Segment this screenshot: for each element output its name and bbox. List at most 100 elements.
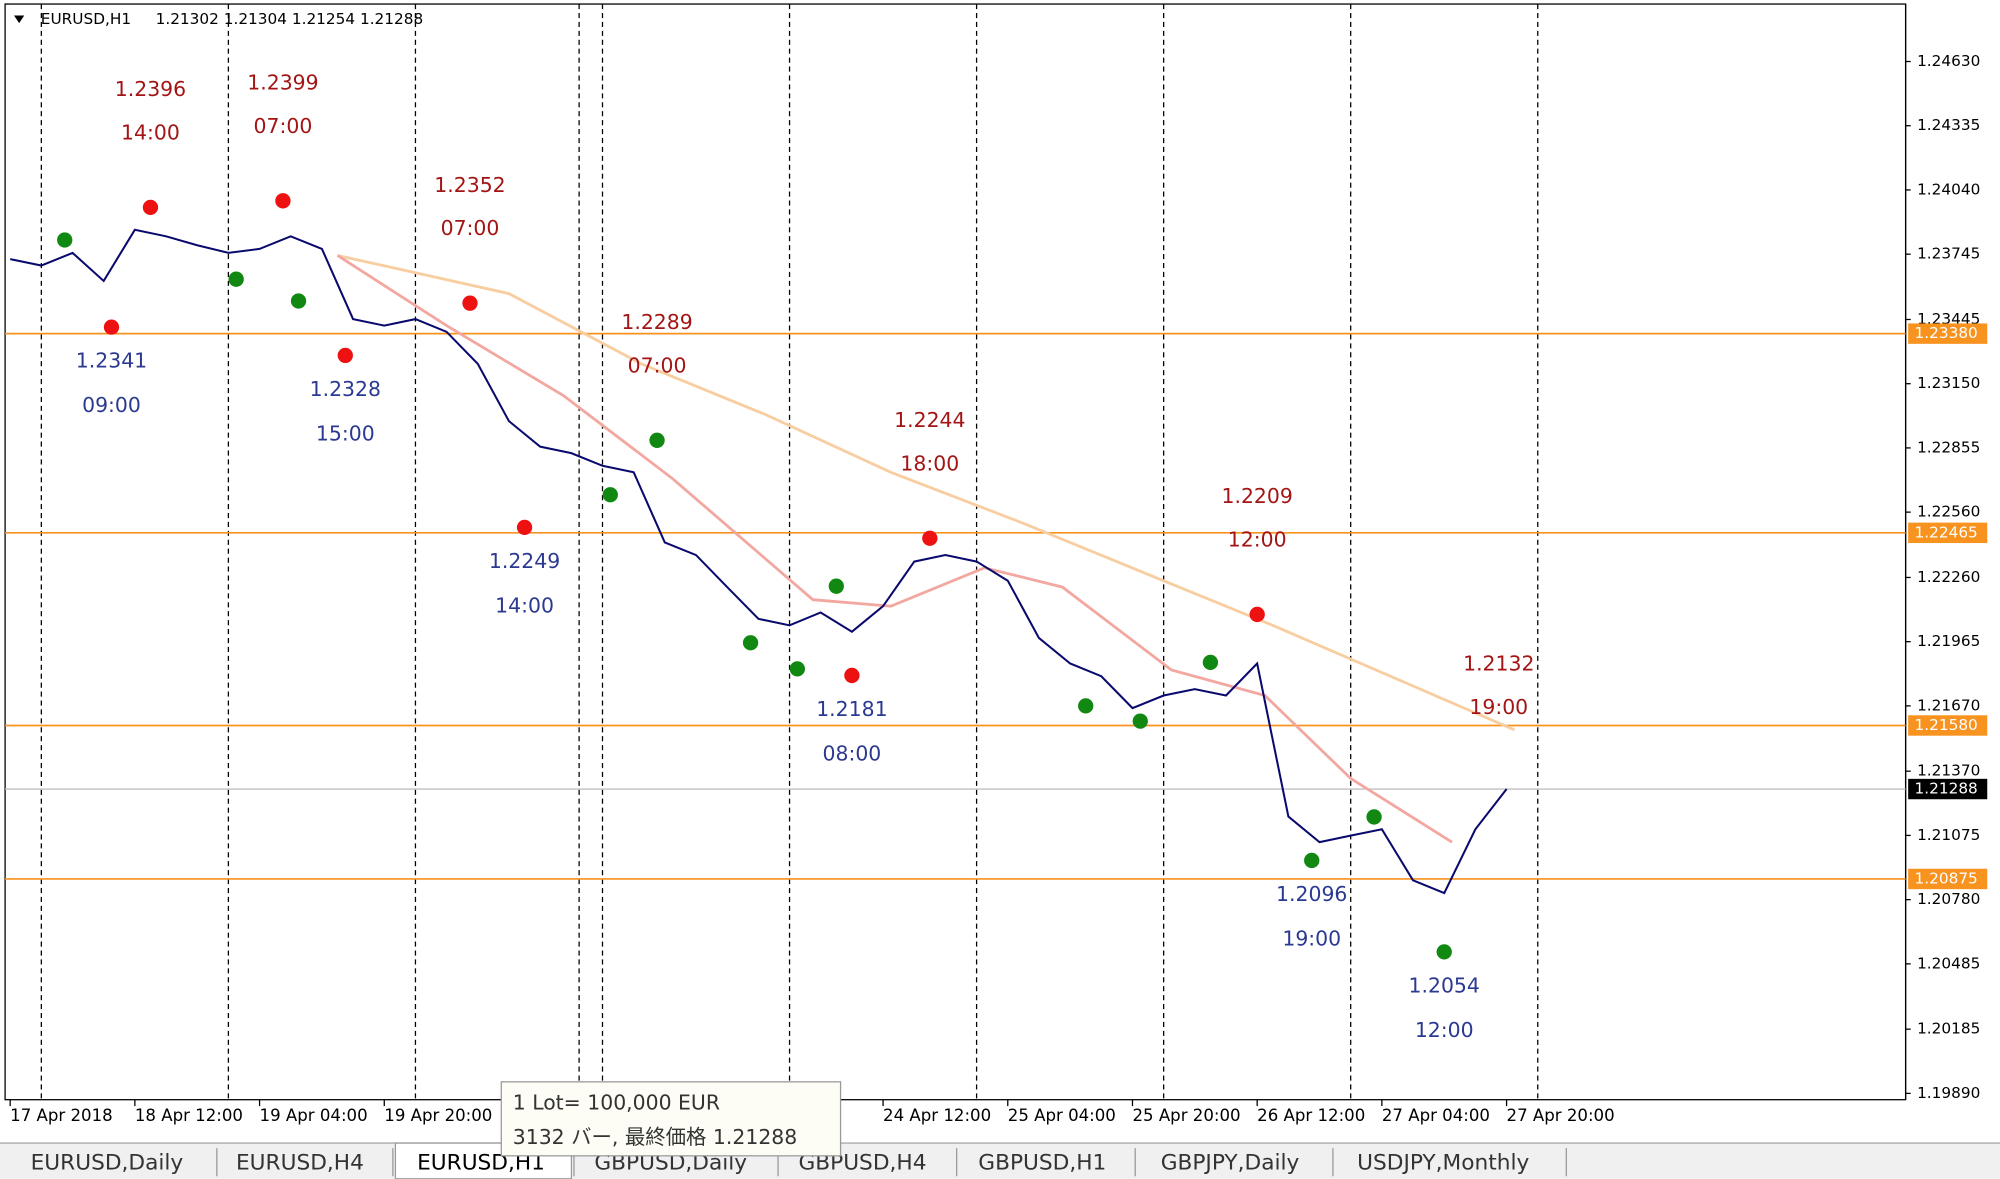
x-tick-label: 27 Apr 20:00 bbox=[1507, 1106, 1615, 1125]
swing-dot bbox=[1436, 944, 1452, 960]
y-tick-label: 1.22260 bbox=[1917, 568, 1980, 586]
swing-dot bbox=[142, 199, 159, 216]
x-tick-label: 19 Apr 04:00 bbox=[260, 1106, 368, 1125]
x-tick-label: 19 Apr 20:00 bbox=[384, 1106, 492, 1125]
tab-label[interactable]: EURUSD,Daily bbox=[31, 1150, 184, 1175]
swing-dot bbox=[789, 661, 805, 677]
symbol-title: EURUSD,H1 bbox=[41, 10, 131, 28]
swing-dot bbox=[462, 295, 478, 311]
swing-dot bbox=[337, 347, 353, 364]
menu-triangle[interactable] bbox=[14, 15, 25, 24]
swing-dot bbox=[1366, 809, 1382, 825]
swing-price: 1.2399 bbox=[247, 70, 318, 94]
swing-price: 1.2341 bbox=[76, 349, 147, 373]
tooltip-line: 3132 バー, 最終価格 1.21288 bbox=[513, 1125, 797, 1149]
swing-time: 14:00 bbox=[121, 120, 180, 144]
y-tick-label: 1.21965 bbox=[1917, 632, 1980, 650]
swing-price: 1.2181 bbox=[816, 697, 887, 721]
swing-time: 12:00 bbox=[1228, 527, 1287, 551]
swing-time: 18:00 bbox=[900, 451, 959, 475]
swing-dot bbox=[228, 271, 244, 287]
swing-price: 1.2054 bbox=[1409, 973, 1480, 997]
tooltip-line: 1 Lot= 100,000 EUR bbox=[513, 1091, 720, 1115]
swing-dot bbox=[602, 487, 618, 503]
level-box bbox=[1908, 868, 1988, 890]
level-label: 1.23380 bbox=[1915, 324, 1978, 342]
swing-time: 07:00 bbox=[628, 353, 687, 377]
tab-label[interactable]: EURUSD,H4 bbox=[236, 1150, 364, 1175]
swing-time: 08:00 bbox=[823, 741, 882, 765]
swing-time: 15:00 bbox=[316, 421, 375, 445]
y-tick-label: 1.20780 bbox=[1917, 890, 1980, 908]
price-line bbox=[9, 228, 1508, 895]
swing-dot bbox=[290, 293, 307, 309]
y-tick-label: 1.21370 bbox=[1917, 762, 1980, 780]
swing-dot bbox=[516, 519, 533, 536]
y-tick-label: 1.24630 bbox=[1917, 52, 1980, 70]
level-label: 1.20875 bbox=[1915, 869, 1978, 887]
swing-time: 19:00 bbox=[1469, 695, 1528, 719]
tab-label[interactable]: GBPUSD,H1 bbox=[978, 1150, 1106, 1175]
swing-dot bbox=[649, 432, 665, 448]
y-tick-label: 1.20185 bbox=[1917, 1020, 1980, 1038]
swing-dot bbox=[275, 193, 291, 209]
swing-dot bbox=[1078, 698, 1094, 714]
level-box bbox=[1908, 323, 1988, 344]
plot: 1.246301.243351.240401.237451.234451.231… bbox=[5, 4, 1988, 1125]
swing-price: 1.2132 bbox=[1463, 652, 1534, 676]
y-tick-label: 1.20485 bbox=[1917, 954, 1980, 972]
tooltip: 1 Lot= 100,000 EUR 3132 バー, 最終価格 1.21288 bbox=[500, 1081, 842, 1157]
y-tick-label: 1.24040 bbox=[1917, 180, 1980, 198]
swing-dot bbox=[844, 667, 860, 684]
x-tick-label: 26 Apr 12:00 bbox=[1257, 1106, 1365, 1125]
swing-price: 1.2289 bbox=[621, 310, 692, 334]
swing-time: 07:00 bbox=[441, 216, 500, 240]
x-tick-label: 25 Apr 20:00 bbox=[1132, 1106, 1240, 1125]
swing-price: 1.2352 bbox=[434, 173, 505, 197]
swing-dot bbox=[1202, 654, 1219, 671]
price-line bbox=[336, 254, 1453, 844]
swing-time: 19:00 bbox=[1282, 927, 1341, 951]
y-tick-label: 1.22855 bbox=[1917, 438, 1980, 456]
x-tick-label: 17 Apr 2018 bbox=[10, 1106, 113, 1125]
level-label: 1.22465 bbox=[1915, 523, 1978, 541]
swing-price: 1.2396 bbox=[115, 77, 186, 101]
y-tick-label: 1.22560 bbox=[1917, 503, 1980, 521]
swing-price: 1.2209 bbox=[1221, 484, 1292, 508]
swing-dot bbox=[1249, 606, 1265, 623]
y-tick-label: 1.23745 bbox=[1917, 245, 1980, 263]
x-tick-label: 27 Apr 04:00 bbox=[1382, 1106, 1490, 1125]
tab-label[interactable]: USDJPY,Monthly bbox=[1357, 1150, 1529, 1175]
level-label: 1.21580 bbox=[1915, 716, 1978, 734]
y-tick-label: 1.21670 bbox=[1917, 696, 1980, 714]
x-tick-label: 18 Apr 12:00 bbox=[135, 1106, 243, 1125]
quote: 1.21302 1.21304 1.21254 1.21288 bbox=[156, 10, 424, 28]
current-price-label: 1.21288 bbox=[1915, 780, 1978, 798]
tab-label[interactable]: GBPJPY,Daily bbox=[1161, 1150, 1300, 1175]
level-box bbox=[1908, 522, 1988, 544]
level-box bbox=[1908, 715, 1988, 736]
swing-time: 07:00 bbox=[254, 114, 313, 138]
swing-dot bbox=[57, 232, 73, 248]
tab-bar bbox=[0, 1143, 2000, 1179]
swing-dot bbox=[1304, 852, 1320, 869]
swing-time: 14:00 bbox=[495, 593, 554, 617]
swing-price: 1.2244 bbox=[894, 408, 965, 432]
swing-price: 1.2096 bbox=[1276, 882, 1347, 906]
price-line bbox=[337, 254, 1515, 732]
swing-price: 1.2249 bbox=[489, 549, 560, 573]
y-tick-label: 1.19890 bbox=[1917, 1084, 1980, 1102]
swing-price: 1.2328 bbox=[310, 377, 381, 401]
swing-time: 09:00 bbox=[82, 393, 141, 417]
y-tick-label: 1.24335 bbox=[1917, 116, 1980, 134]
swing-dot bbox=[742, 635, 759, 651]
x-tick-label: 25 Apr 04:00 bbox=[1008, 1106, 1116, 1125]
y-tick-label: 1.21075 bbox=[1917, 826, 1980, 844]
swing-dot bbox=[103, 319, 120, 335]
swing-time: 12:00 bbox=[1415, 1018, 1474, 1042]
current-price-box bbox=[1908, 778, 1988, 800]
y-tick-label: 1.23150 bbox=[1917, 374, 1980, 392]
